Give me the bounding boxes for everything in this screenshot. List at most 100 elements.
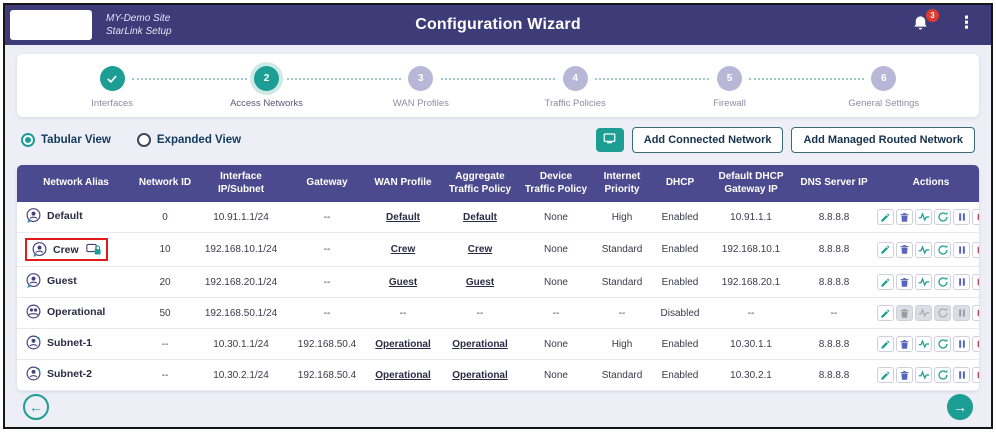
network-table-body: Default 0 10.91.1.1/24 -- Default Default None… (17, 202, 979, 391)
column-header: Internet Priority (591, 165, 653, 202)
back-button[interactable]: ← (23, 394, 49, 420)
gateway-cell: 192.168.50.4 (287, 328, 367, 360)
stepper-step-general-settings[interactable]: 6 General Settings (749, 66, 961, 109)
step-label: Traffic Policies (544, 98, 606, 109)
stepper-step-traffic-policies[interactable]: 4 Traffic Policies (440, 66, 652, 109)
action-delete-button[interactable] (896, 209, 913, 225)
action-refresh-button[interactable] (934, 209, 951, 225)
edit-icon (880, 212, 891, 223)
action-pause-button[interactable] (953, 336, 970, 352)
action-refresh-button[interactable] (934, 336, 951, 352)
action-pause-button[interactable] (953, 367, 970, 383)
radio-expanded-view[interactable]: Expanded View (136, 133, 241, 147)
action-edit-button[interactable] (877, 305, 894, 321)
toolbar: Tabular View Expanded View Add Connected… (21, 127, 975, 153)
stepper-step-access-networks[interactable]: 2 Access Networks (132, 66, 343, 109)
action-delete-button[interactable] (896, 274, 913, 290)
alias-wrap: Default (25, 207, 83, 224)
action-delete-button[interactable] (896, 367, 913, 383)
action-pause-button[interactable] (953, 274, 970, 290)
action-delete-button[interactable] (896, 305, 913, 321)
actions-cell (873, 297, 979, 329)
network-alias: Default (47, 209, 83, 222)
stepper-step-interfaces[interactable]: Interfaces (35, 66, 189, 109)
activity-icon (918, 276, 930, 288)
page-title: Configuration Wizard (415, 16, 581, 33)
agg-policy-link[interactable]: Operational (452, 338, 508, 350)
action-stop-button[interactable] (972, 336, 979, 352)
activity-icon (918, 338, 930, 350)
ip-subnet-cell: 192.168.10.1/24 (195, 232, 287, 267)
add-managed-routed-network-button[interactable]: Add Managed Routed Network (791, 127, 975, 153)
action-edit-button[interactable] (877, 367, 894, 383)
wan-profile-link[interactable]: Guest (388, 276, 418, 288)
action-refresh-button[interactable] (934, 241, 951, 258)
action-activity-button[interactable] (915, 241, 932, 258)
wan-profile-link[interactable]: Operational (375, 369, 431, 381)
subnet-icon (25, 334, 42, 351)
agg-policy-link[interactable]: Default (463, 211, 497, 223)
action-refresh-button[interactable] (934, 274, 951, 290)
refresh-icon (937, 244, 949, 256)
device-policy-cell: None (521, 232, 591, 267)
action-stop-button[interactable] (972, 209, 979, 225)
notifications-button[interactable]: 3 (911, 9, 939, 37)
pause-icon (957, 339, 967, 349)
action-edit-button[interactable] (877, 336, 894, 352)
wan-profile-link[interactable]: Crew (390, 244, 416, 255)
kebab-menu-icon[interactable]: ⋮ (958, 13, 975, 32)
radio-label: Tabular View (41, 134, 111, 146)
action-refresh-button[interactable] (934, 305, 951, 321)
action-pause-button[interactable] (953, 305, 970, 321)
wan-profile-cell: Operational (367, 359, 439, 391)
bell-icon (911, 16, 930, 37)
action-activity-button[interactable] (915, 336, 932, 352)
action-refresh-button[interactable] (934, 367, 951, 383)
action-delete-button[interactable] (896, 241, 913, 258)
agg-policy-link[interactable]: Operational (452, 369, 508, 381)
step-number: 2 (253, 66, 279, 91)
action-activity-button[interactable] (915, 305, 932, 321)
action-stop-button[interactable] (972, 305, 979, 321)
column-header: Aggregate Traffic Policy (439, 165, 521, 202)
activity-icon (918, 211, 930, 223)
priority-cell: -- (591, 297, 653, 329)
wan-profile-cell: Crew (367, 232, 439, 267)
agg-policy-link[interactable]: Guest (465, 276, 495, 288)
action-edit-button[interactable] (877, 274, 894, 290)
action-edit-button[interactable] (877, 209, 894, 225)
network-id-cell: -- (135, 359, 195, 391)
pause-icon (957, 245, 967, 255)
radio-tabular-view[interactable]: Tabular View (21, 133, 111, 147)
wan-profile-link[interactable]: Default (386, 211, 420, 223)
actions-cell (873, 232, 979, 267)
action-pause-button[interactable] (953, 209, 970, 225)
display-view-button[interactable] (595, 128, 624, 152)
wan-profile-cell: Operational (367, 328, 439, 360)
column-header: Network ID (135, 165, 195, 202)
table-row: Subnet-1 -- 10.30.1.1/24 192.168.50.4 Operat… (17, 328, 979, 360)
agg-policy-link[interactable]: Crew (467, 244, 493, 255)
action-stop-button[interactable] (972, 274, 979, 290)
dhcp-cell: Enabled (653, 359, 707, 391)
action-edit-button[interactable] (877, 241, 894, 258)
action-delete-button[interactable] (896, 336, 913, 352)
stop-icon (976, 245, 979, 255)
action-activity-button[interactable] (915, 274, 932, 290)
table-row: Operational 50 192.168.50.1/24 -- -- -- -- -- Di… (17, 297, 979, 329)
action-activity-button[interactable] (915, 367, 932, 383)
stepper-step-firewall[interactable]: 5 Firewall (595, 66, 806, 109)
agg-policy-cell: Operational (439, 328, 521, 360)
wan-profile-link[interactable]: Operational (375, 338, 431, 350)
action-activity-button[interactable] (915, 209, 932, 225)
gateway-cell: -- (287, 202, 367, 233)
wan-profile-cell: Default (367, 202, 439, 233)
action-stop-button[interactable] (972, 367, 979, 383)
add-connected-network-button[interactable]: Add Connected Network (631, 127, 784, 153)
action-stop-button[interactable] (972, 241, 979, 258)
next-button[interactable]: → (947, 394, 973, 420)
action-pause-button[interactable] (953, 241, 970, 258)
stepper-step-wan-profiles[interactable]: 3 WAN Profiles (286, 66, 498, 109)
networks-table: Network Alias Network ID Interface IP/Subn… (17, 165, 979, 391)
stop-icon (976, 277, 979, 287)
